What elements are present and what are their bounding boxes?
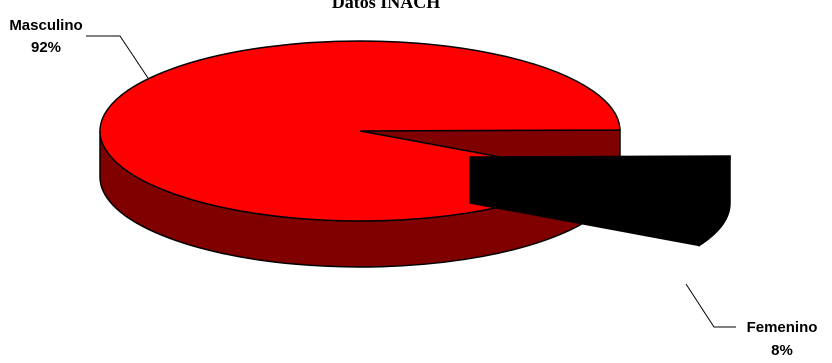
slice-masculino [99,40,621,268]
leader-line-femenino [685,283,736,328]
chart-title: Datos INACH [332,0,441,12]
label-femenino-name: Femenino [747,319,818,336]
leader-line-masculino [86,35,149,79]
label-masculino-value: 92% [31,39,61,56]
label-masculino-name: Masculino [9,17,82,34]
label-femenino-value: 8% [771,342,793,359]
slice-femenino-top [469,155,731,201]
slice-femenino [469,155,731,247]
